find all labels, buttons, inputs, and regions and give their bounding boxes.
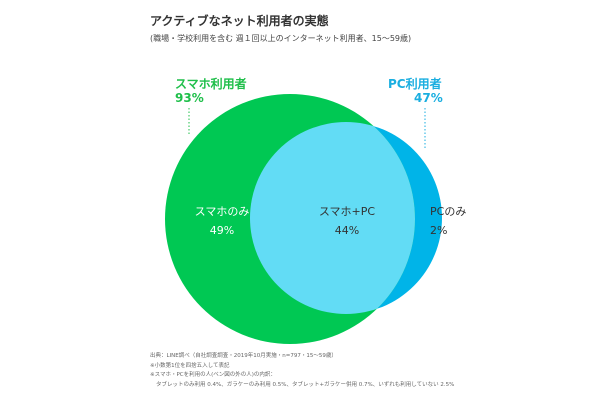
pc-only-value: 2% <box>430 224 448 237</box>
source-note: 出典：LINE調べ（自社調査調査・2019年10月実施・n=797・15〜59歳… <box>150 353 337 359</box>
footnotes: 出典：LINE調べ（自社調査調査・2019年10月実施・n=797・15〜59歳… <box>150 352 454 390</box>
both-value: 44% <box>334 224 360 237</box>
pc-set-label: PC利用者 <box>388 77 442 91</box>
smartphone-set-value: 93% <box>175 91 204 105</box>
other-breakdown-note: ※スマホ・PCを利用の人(ベン図の外の人)の内訳： <box>150 372 276 378</box>
other-breakdown-detail: タブレットのみ利用 0.4%、ガラケーのみ利用 0.5%、タブレット+ガラケー併… <box>156 381 455 388</box>
chart-subtitle: (職場・学校利用を含む 週１回以上のインターネット利用者、15〜59歳) <box>150 34 412 43</box>
smartphone-set-label: スマホ利用者 <box>175 77 247 91</box>
both-label: スマホ+PC <box>318 205 376 218</box>
smartphone-only-value: 49% <box>209 224 235 237</box>
pc-set-value: 47% <box>414 91 443 105</box>
chart-title: アクティブなネット利用者の実態 <box>150 14 329 28</box>
pc-only-label: PCのみ <box>430 205 467 218</box>
overlap-region <box>250 122 415 314</box>
smartphone-only-label: スマホのみ <box>194 205 250 218</box>
rounding-note: ※小数第1位を四捨五入して表記 <box>150 362 230 369</box>
